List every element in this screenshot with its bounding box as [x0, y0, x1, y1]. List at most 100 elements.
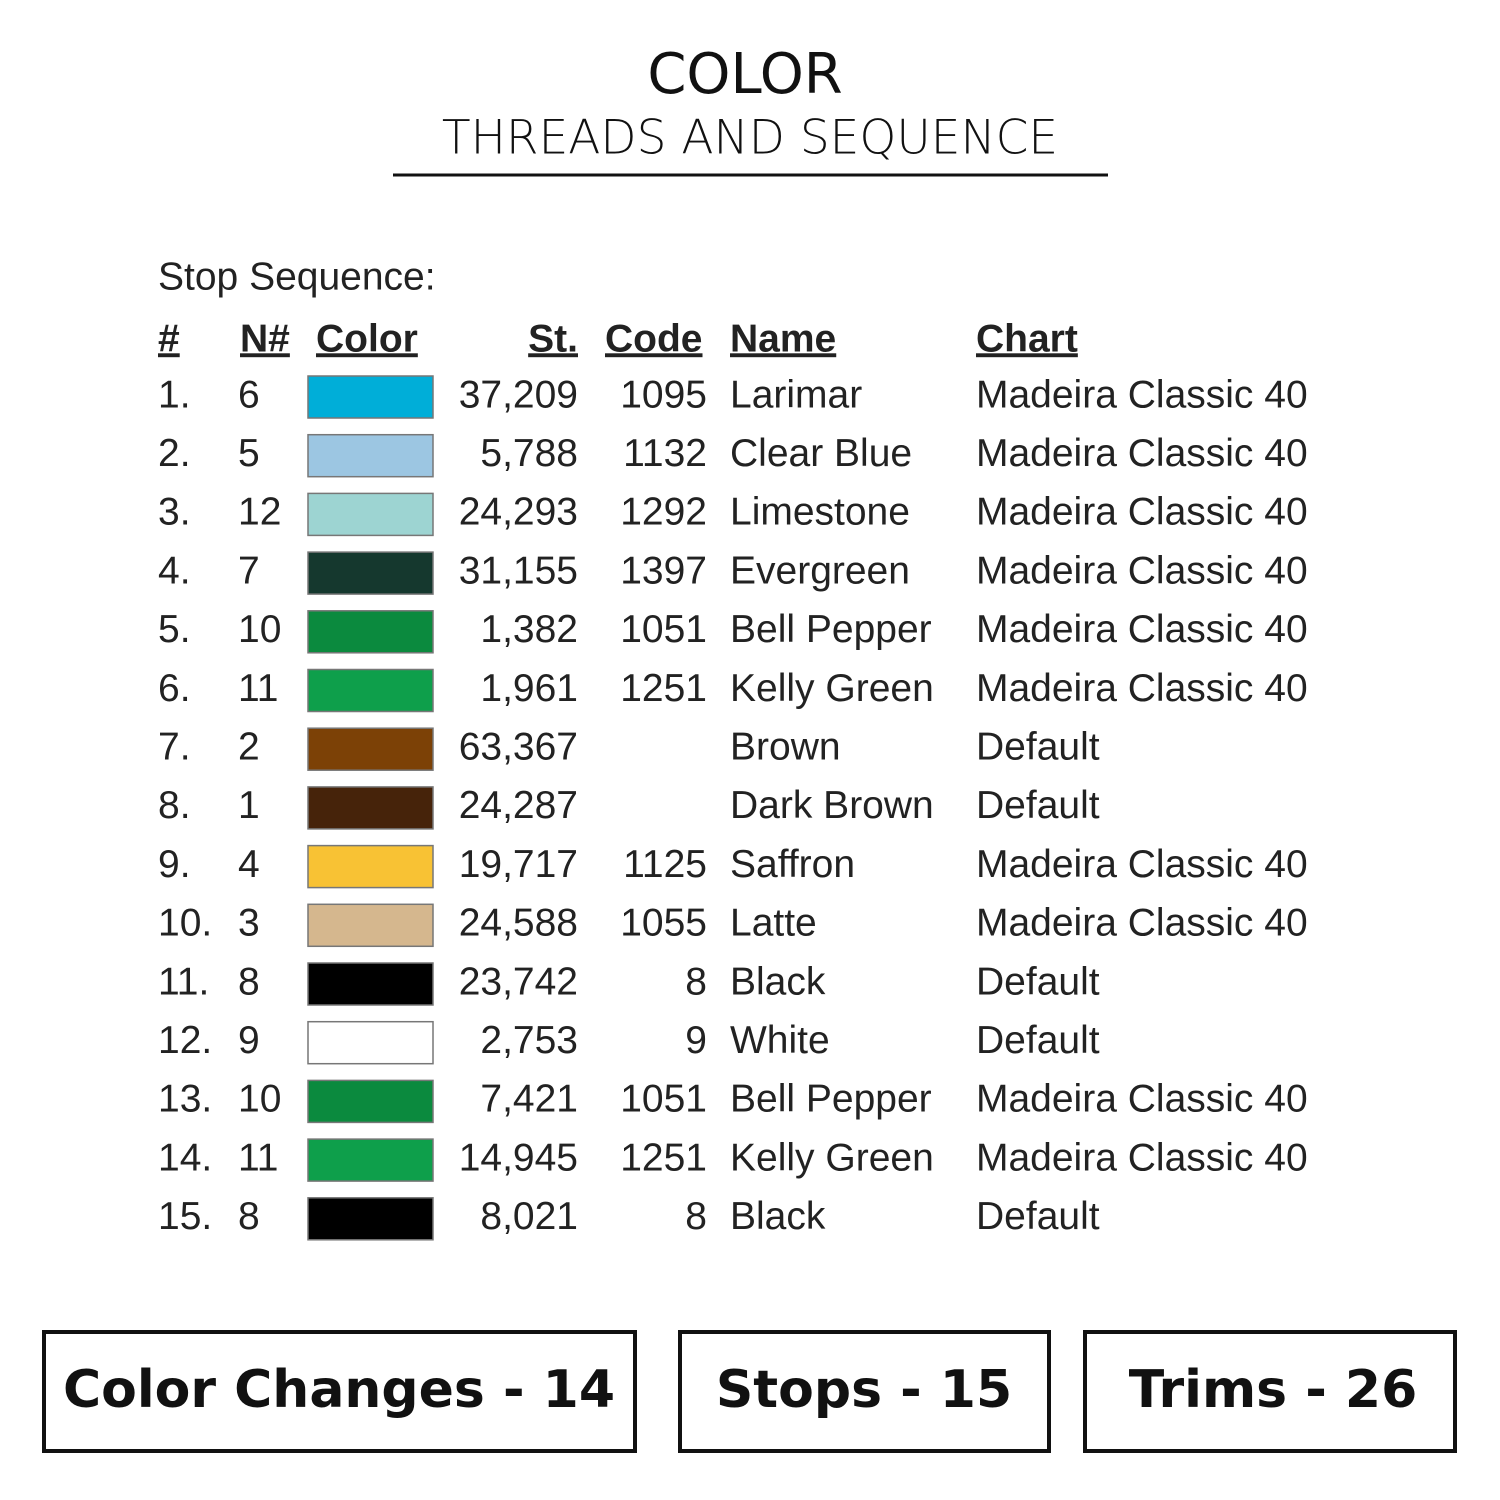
- cell-name: Dark Brown: [730, 784, 934, 827]
- cell-chart: Madeira Classic 40: [976, 902, 1308, 945]
- cell-code: 1095: [620, 373, 707, 416]
- cell-stitches: 37,209: [459, 373, 578, 416]
- cell-n: 11: [238, 1136, 279, 1179]
- cell-index: 9.: [158, 843, 191, 886]
- column-header: Code: [605, 317, 703, 360]
- color-swatch: [307, 551, 434, 595]
- column-header: Color: [316, 317, 418, 360]
- cell-code: 8: [685, 1195, 707, 1238]
- cell-n: 8: [238, 960, 260, 1003]
- cell-index: 11.: [158, 960, 209, 1003]
- cell-chart: Default: [976, 1019, 1100, 1062]
- cell-chart: Madeira Classic 40: [976, 608, 1308, 651]
- cell-stitches: 14,945: [459, 1136, 578, 1179]
- summary-text: Stops - 15: [716, 1360, 1012, 1420]
- cell-index: 5.: [158, 608, 191, 651]
- cell-code: 1132: [623, 432, 707, 475]
- summary-text: Trims - 26: [1129, 1360, 1418, 1420]
- cell-name: Black: [730, 960, 826, 1003]
- title: COLOR: [647, 42, 842, 107]
- color-swatch: [307, 492, 434, 537]
- cell-index: 6.: [158, 667, 191, 710]
- cell-index: 15.: [158, 1195, 212, 1238]
- cell-name: Black: [730, 1195, 826, 1238]
- cell-chart: Madeira Classic 40: [976, 373, 1308, 416]
- summary-text: Color Changes - 14: [63, 1360, 615, 1420]
- cell-code: 1055: [620, 902, 707, 945]
- cell-stitches: 24,287: [459, 784, 578, 827]
- cell-index: 12.: [158, 1019, 212, 1062]
- cell-n: 5: [238, 432, 260, 475]
- cell-n: 8: [238, 1195, 260, 1238]
- cell-n: 1: [238, 784, 260, 827]
- cell-chart: Madeira Classic 40: [976, 843, 1308, 886]
- summary-box: [42, 1330, 637, 1453]
- cell-chart: Default: [976, 1195, 1100, 1238]
- cell-code: 1051: [620, 608, 707, 651]
- cell-chart: Madeira Classic 40: [976, 1136, 1308, 1179]
- cell-chart: Madeira Classic 40: [976, 432, 1308, 475]
- column-header: #: [158, 317, 180, 360]
- cell-name: Latte: [730, 902, 817, 945]
- cell-code: 1125: [623, 843, 707, 886]
- cell-stitches: 19,717: [459, 843, 578, 886]
- subtitle: THREADS AND SEQUENCE: [442, 111, 1058, 166]
- cell-n: 3: [238, 902, 260, 945]
- cell-index: 4.: [158, 549, 191, 592]
- column-header: Name: [730, 317, 836, 360]
- cell-name: Larimar: [730, 373, 862, 416]
- cell-name: Kelly Green: [730, 1136, 934, 1179]
- cell-n: 10: [238, 1078, 281, 1121]
- cell-n: 2: [238, 725, 260, 768]
- cell-stitches: 23,742: [459, 960, 578, 1003]
- caption: Stop Sequence:: [158, 255, 436, 298]
- cell-n: 6: [238, 373, 260, 416]
- cell-name: Brown: [730, 725, 841, 768]
- cell-index: 10.: [158, 902, 212, 945]
- cell-stitches: 8,021: [480, 1195, 578, 1238]
- cell-stitches: 1,382: [480, 608, 578, 651]
- color-swatch: [307, 1197, 434, 1241]
- cell-code: 8: [685, 960, 707, 1003]
- cell-name: Kelly Green: [730, 667, 934, 710]
- cell-index: 13.: [158, 1078, 212, 1121]
- cell-stitches: 24,588: [459, 902, 578, 945]
- cell-n: 7: [238, 549, 260, 592]
- cell-n: 11: [238, 667, 279, 710]
- cell-stitches: 24,293: [459, 491, 578, 534]
- cell-n: 12: [238, 491, 281, 534]
- cell-index: 3.: [158, 491, 191, 534]
- cell-name: Bell Pepper: [730, 608, 932, 651]
- cell-index: 8.: [158, 784, 191, 827]
- cell-stitches: 7,421: [480, 1078, 578, 1121]
- cell-chart: Madeira Classic 40: [976, 667, 1308, 710]
- column-header: St.: [528, 317, 578, 360]
- color-swatch: [307, 1020, 434, 1065]
- cell-chart: Default: [976, 784, 1100, 827]
- cell-n: 4: [238, 843, 260, 886]
- cell-name: Limestone: [730, 491, 910, 534]
- cell-chart: Default: [976, 960, 1100, 1003]
- column-header: Chart: [976, 317, 1078, 360]
- color-swatch: [307, 903, 434, 948]
- color-swatch: [307, 375, 434, 419]
- cell-index: 1.: [158, 373, 191, 416]
- cell-name: White: [730, 1019, 830, 1062]
- cell-name: Bell Pepper: [730, 1078, 932, 1121]
- cell-code: 1397: [620, 549, 707, 592]
- cell-code: 1251: [620, 1136, 707, 1179]
- cell-chart: Default: [976, 725, 1100, 768]
- cell-name: Clear Blue: [730, 432, 912, 475]
- color-swatch: [307, 1138, 434, 1182]
- color-swatch: [307, 610, 434, 654]
- cell-name: Saffron: [730, 843, 855, 886]
- color-swatch: [307, 668, 434, 713]
- color-swatch: [307, 1079, 434, 1124]
- cell-code: 1051: [620, 1078, 707, 1121]
- cell-stitches: 5,788: [480, 432, 578, 475]
- cell-chart: Madeira Classic 40: [976, 491, 1308, 534]
- cell-stitches: 1,961: [480, 667, 578, 710]
- color-swatch: [307, 727, 434, 771]
- cell-code: 1251: [620, 667, 707, 710]
